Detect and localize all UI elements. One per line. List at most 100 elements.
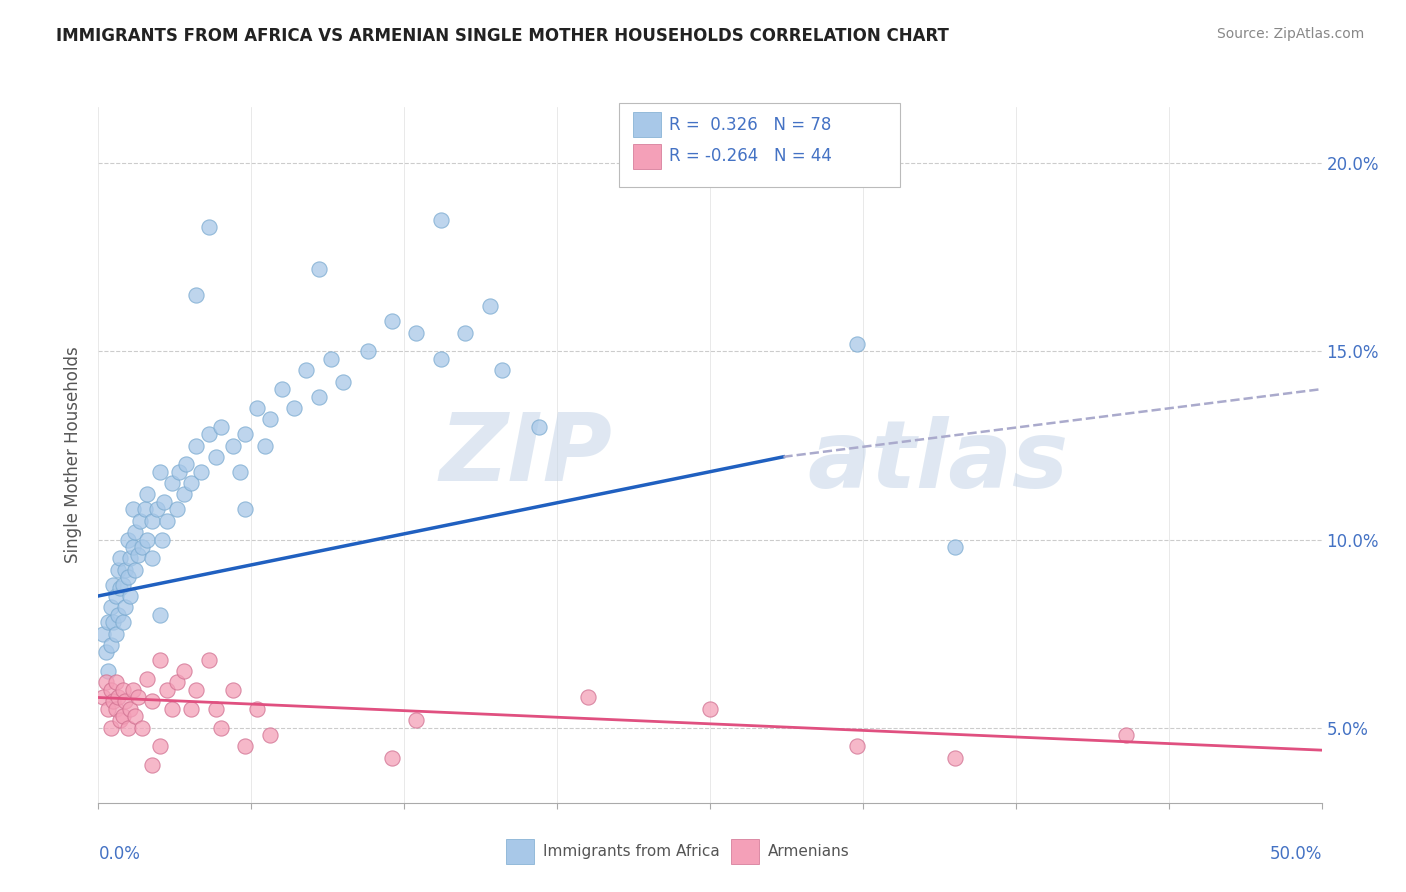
Point [150,533,173,547]
Point [141,694,163,708]
Point [141,551,163,566]
Point [117,721,139,735]
Point [121,540,143,554]
Point [153,495,176,509]
Point [104,589,127,603]
Point [430,212,453,227]
Point [101,577,124,591]
Point [253,438,276,452]
Point [381,314,404,328]
Point [127,690,149,705]
Point [91,626,114,640]
Point [110,582,132,596]
Point [160,702,183,716]
Point [117,533,139,547]
Point [111,577,134,591]
Point [283,401,305,415]
Point [197,653,219,667]
Point [209,419,232,434]
Point [381,750,404,764]
Text: 50.0%: 50.0% [1270,845,1322,863]
Point [205,450,228,464]
Point [121,683,143,698]
Point [180,702,202,716]
Point [134,502,156,516]
Point [107,563,129,577]
Point [146,502,169,516]
Point [209,721,232,735]
Point [699,702,721,716]
Point [124,563,146,577]
Point [129,514,152,528]
Point [107,607,129,622]
Point [100,683,122,698]
Y-axis label: Single Mother Households: Single Mother Households [65,347,83,563]
Point [222,683,245,698]
Point [173,487,195,501]
Point [100,600,122,615]
Point [356,344,378,359]
Text: atlas: atlas [808,416,1069,508]
Point [114,694,136,708]
Point [120,589,142,603]
Point [222,438,245,452]
Point [229,465,252,479]
Point [845,739,868,754]
Point [197,220,219,235]
Point [845,337,868,351]
Point [156,514,179,528]
Point [131,721,153,735]
Point [197,427,219,442]
Point [111,615,134,630]
Point [259,728,281,742]
Point [332,375,354,389]
Point [111,709,134,723]
Point [160,476,183,491]
Point [943,750,966,764]
Text: IMMIGRANTS FROM AFRICA VS ARMENIAN SINGLE MOTHER HOUSEHOLDS CORRELATION CHART: IMMIGRANTS FROM AFRICA VS ARMENIAN SINGL… [56,27,949,45]
Point [176,458,198,472]
Point [91,690,114,705]
Point [117,570,139,584]
Text: R =  0.326   N = 78: R = 0.326 N = 78 [669,116,831,134]
Point [405,326,427,340]
Point [104,626,127,640]
Point [205,702,228,716]
Point [120,551,142,566]
Point [97,664,120,678]
Point [186,288,208,302]
Text: 0.0%: 0.0% [98,845,141,863]
Point [131,540,153,554]
Point [186,438,208,452]
Point [121,502,143,516]
Point [110,713,132,727]
Point [430,351,453,366]
Point [186,683,208,698]
Point [107,690,129,705]
Point [943,540,966,554]
Point [156,683,179,698]
Point [308,390,330,404]
Point [136,487,159,501]
Point [166,502,188,516]
Point [180,476,202,491]
Point [94,675,117,690]
Point [111,683,134,698]
Point [246,401,269,415]
Text: Armenians: Armenians [768,845,849,859]
Point [100,721,122,735]
Point [166,675,188,690]
Point [233,502,256,516]
Point [94,645,117,659]
Point [104,702,127,716]
Point [576,690,599,705]
Point [233,739,256,754]
Point [149,653,172,667]
Point [319,351,342,366]
Point [149,607,172,622]
Point [1115,728,1137,742]
Point [114,600,136,615]
Point [295,363,318,377]
Point [101,615,124,630]
Point [246,702,269,716]
